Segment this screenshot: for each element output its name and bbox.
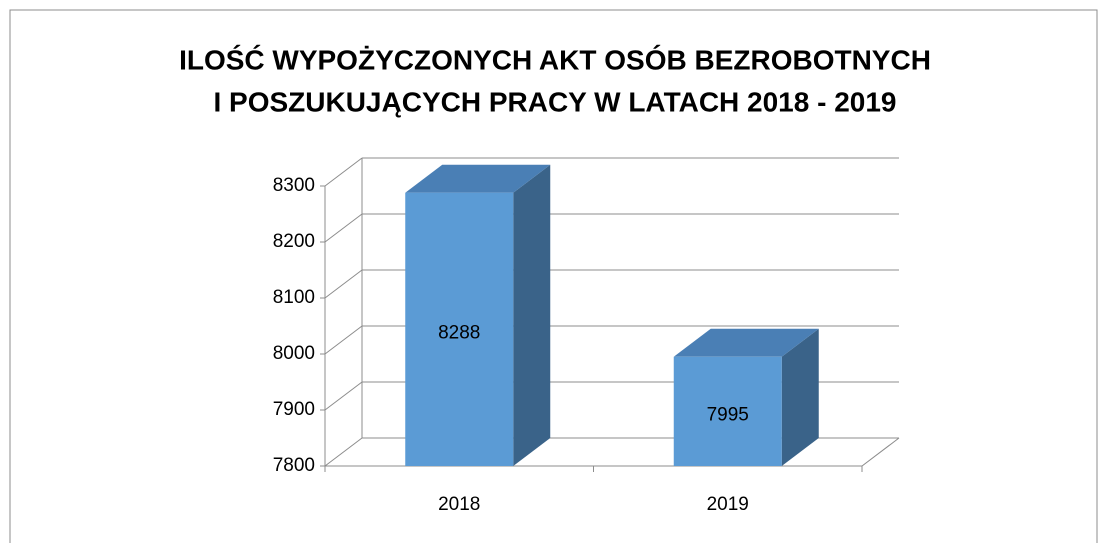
y-tick-label: 8000	[273, 343, 315, 364]
y-tick-label: 7900	[273, 399, 315, 420]
bar-side	[781, 328, 819, 466]
data-label: 7995	[707, 404, 749, 425]
bar-top	[405, 164, 551, 193]
chart-title: I POSZUKUJĄCYCH PRACY W LATACH 2018 - 20…	[213, 86, 896, 117]
data-label: 8288	[438, 322, 480, 343]
y-tick-label: 8200	[273, 231, 315, 252]
bar	[673, 356, 782, 466]
grid-line	[324, 213, 363, 243]
bar-top	[673, 328, 819, 357]
bar-side	[513, 164, 551, 466]
chart-border	[9, 9, 1098, 543]
grid-line	[324, 269, 363, 299]
bar	[405, 192, 514, 466]
x-tick-label: 2018	[438, 494, 480, 515]
y-tick-label: 7800	[273, 455, 315, 476]
grid-line	[324, 381, 363, 411]
grid-line	[324, 157, 363, 187]
chart-title: ILOŚĆ WYPOŻYCZONYCH AKT OSÓB BEZROBOTNYC…	[179, 44, 931, 75]
grid-line	[324, 437, 363, 467]
grid-line	[324, 325, 363, 355]
y-tick-label: 8100	[273, 287, 315, 308]
x-tick-label: 2019	[707, 494, 749, 515]
y-tick-label: 8300	[273, 175, 315, 196]
